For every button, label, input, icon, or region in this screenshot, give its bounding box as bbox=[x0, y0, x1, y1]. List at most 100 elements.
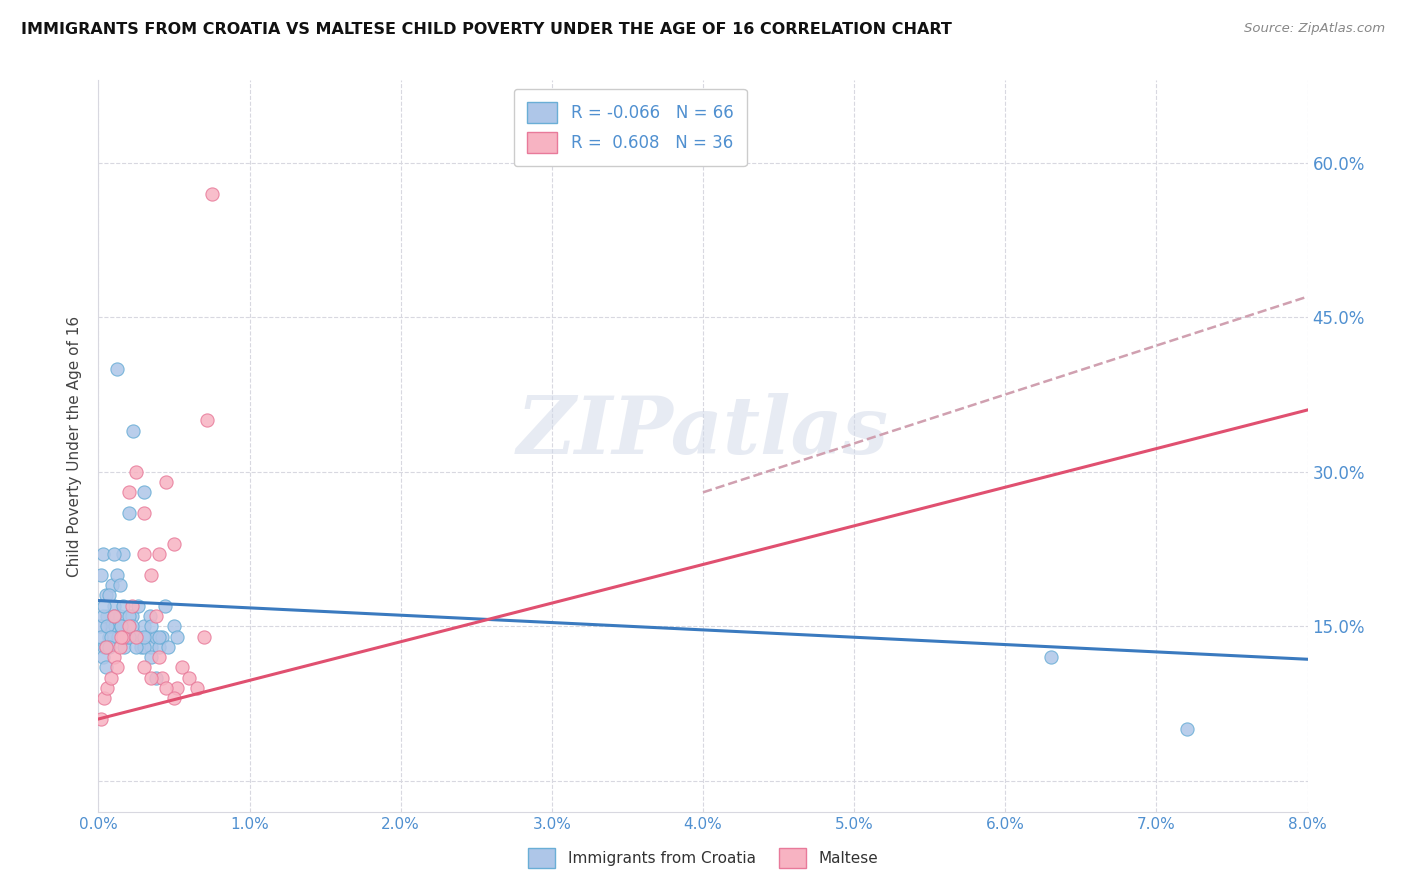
Point bbox=[132, 630, 155, 644]
Point bbox=[103, 650, 125, 665]
Point bbox=[148, 547, 170, 561]
Point bbox=[105, 660, 128, 674]
Point bbox=[107, 630, 129, 644]
Point bbox=[94, 588, 117, 602]
Point bbox=[103, 599, 125, 613]
Point bbox=[150, 630, 173, 644]
Point bbox=[125, 640, 148, 654]
Point bbox=[125, 465, 148, 479]
Point bbox=[121, 619, 143, 633]
Point bbox=[193, 630, 215, 644]
Point bbox=[125, 630, 148, 644]
Point bbox=[111, 547, 134, 561]
Point bbox=[114, 630, 136, 644]
Point bbox=[132, 660, 155, 674]
Point bbox=[122, 424, 145, 438]
Point bbox=[108, 578, 131, 592]
Point bbox=[91, 547, 114, 561]
Point bbox=[105, 567, 128, 582]
Point bbox=[89, 619, 111, 633]
Point bbox=[166, 630, 188, 644]
Point bbox=[141, 640, 163, 654]
Point bbox=[111, 599, 134, 613]
Point bbox=[110, 619, 132, 633]
Point bbox=[141, 671, 163, 685]
Point bbox=[100, 671, 122, 685]
Point bbox=[156, 640, 179, 654]
Point bbox=[145, 630, 167, 644]
Point bbox=[110, 630, 132, 644]
Point bbox=[110, 619, 132, 633]
Point bbox=[132, 619, 155, 633]
Point bbox=[96, 609, 118, 624]
Point bbox=[163, 691, 186, 706]
Point bbox=[98, 588, 121, 602]
Y-axis label: Child Poverty Under the Age of 16: Child Poverty Under the Age of 16 bbox=[67, 316, 83, 576]
Point bbox=[103, 547, 125, 561]
Text: ZIPatlas: ZIPatlas bbox=[517, 392, 889, 470]
Point bbox=[103, 609, 125, 624]
Point bbox=[105, 361, 128, 376]
Point bbox=[186, 681, 208, 695]
Point bbox=[121, 599, 143, 613]
Point bbox=[91, 609, 114, 624]
Point bbox=[118, 609, 141, 624]
Point bbox=[90, 630, 112, 644]
Point bbox=[163, 619, 186, 633]
Point bbox=[129, 640, 152, 654]
Point bbox=[93, 640, 115, 654]
Point bbox=[94, 640, 117, 654]
Point bbox=[100, 619, 122, 633]
Point bbox=[118, 619, 141, 633]
Point bbox=[148, 630, 170, 644]
Point bbox=[90, 712, 112, 726]
Point bbox=[170, 660, 193, 674]
Point bbox=[91, 650, 114, 665]
Point bbox=[127, 599, 149, 613]
Point bbox=[155, 475, 177, 489]
Point bbox=[104, 619, 127, 633]
Point bbox=[141, 567, 163, 582]
Point bbox=[94, 640, 117, 654]
Point bbox=[108, 609, 131, 624]
Point bbox=[148, 650, 170, 665]
Point bbox=[112, 640, 135, 654]
Point bbox=[108, 640, 131, 654]
Point bbox=[166, 681, 188, 695]
Point bbox=[150, 671, 173, 685]
Point bbox=[155, 681, 177, 695]
Point bbox=[93, 691, 115, 706]
Point bbox=[1175, 723, 1198, 737]
Point bbox=[118, 630, 141, 644]
Point bbox=[90, 567, 112, 582]
Point bbox=[145, 671, 167, 685]
Point bbox=[121, 609, 143, 624]
Point bbox=[132, 547, 155, 561]
Point bbox=[101, 578, 124, 592]
Point bbox=[201, 186, 224, 201]
Point bbox=[132, 640, 155, 654]
Point bbox=[132, 485, 155, 500]
Point bbox=[148, 640, 170, 654]
Legend: Immigrants from Croatia, Maltese: Immigrants from Croatia, Maltese bbox=[519, 839, 887, 877]
Point bbox=[141, 619, 163, 633]
Legend: R = -0.066   N = 66, R =  0.608   N = 36: R = -0.066 N = 66, R = 0.608 N = 36 bbox=[515, 88, 747, 167]
Point bbox=[153, 599, 176, 613]
Point bbox=[103, 609, 125, 624]
Text: Source: ZipAtlas.com: Source: ZipAtlas.com bbox=[1244, 22, 1385, 36]
Text: IMMIGRANTS FROM CROATIA VS MALTESE CHILD POVERTY UNDER THE AGE OF 16 CORRELATION: IMMIGRANTS FROM CROATIA VS MALTESE CHILD… bbox=[21, 22, 952, 37]
Point bbox=[100, 630, 122, 644]
Point bbox=[96, 619, 118, 633]
Point bbox=[145, 609, 167, 624]
Point bbox=[163, 537, 186, 551]
Point bbox=[118, 506, 141, 520]
Point bbox=[94, 660, 117, 674]
Point bbox=[98, 640, 121, 654]
Point bbox=[111, 630, 134, 644]
Point bbox=[179, 671, 201, 685]
Point bbox=[98, 630, 121, 644]
Point bbox=[139, 609, 162, 624]
Point bbox=[96, 681, 118, 695]
Point bbox=[118, 619, 141, 633]
Point bbox=[125, 630, 148, 644]
